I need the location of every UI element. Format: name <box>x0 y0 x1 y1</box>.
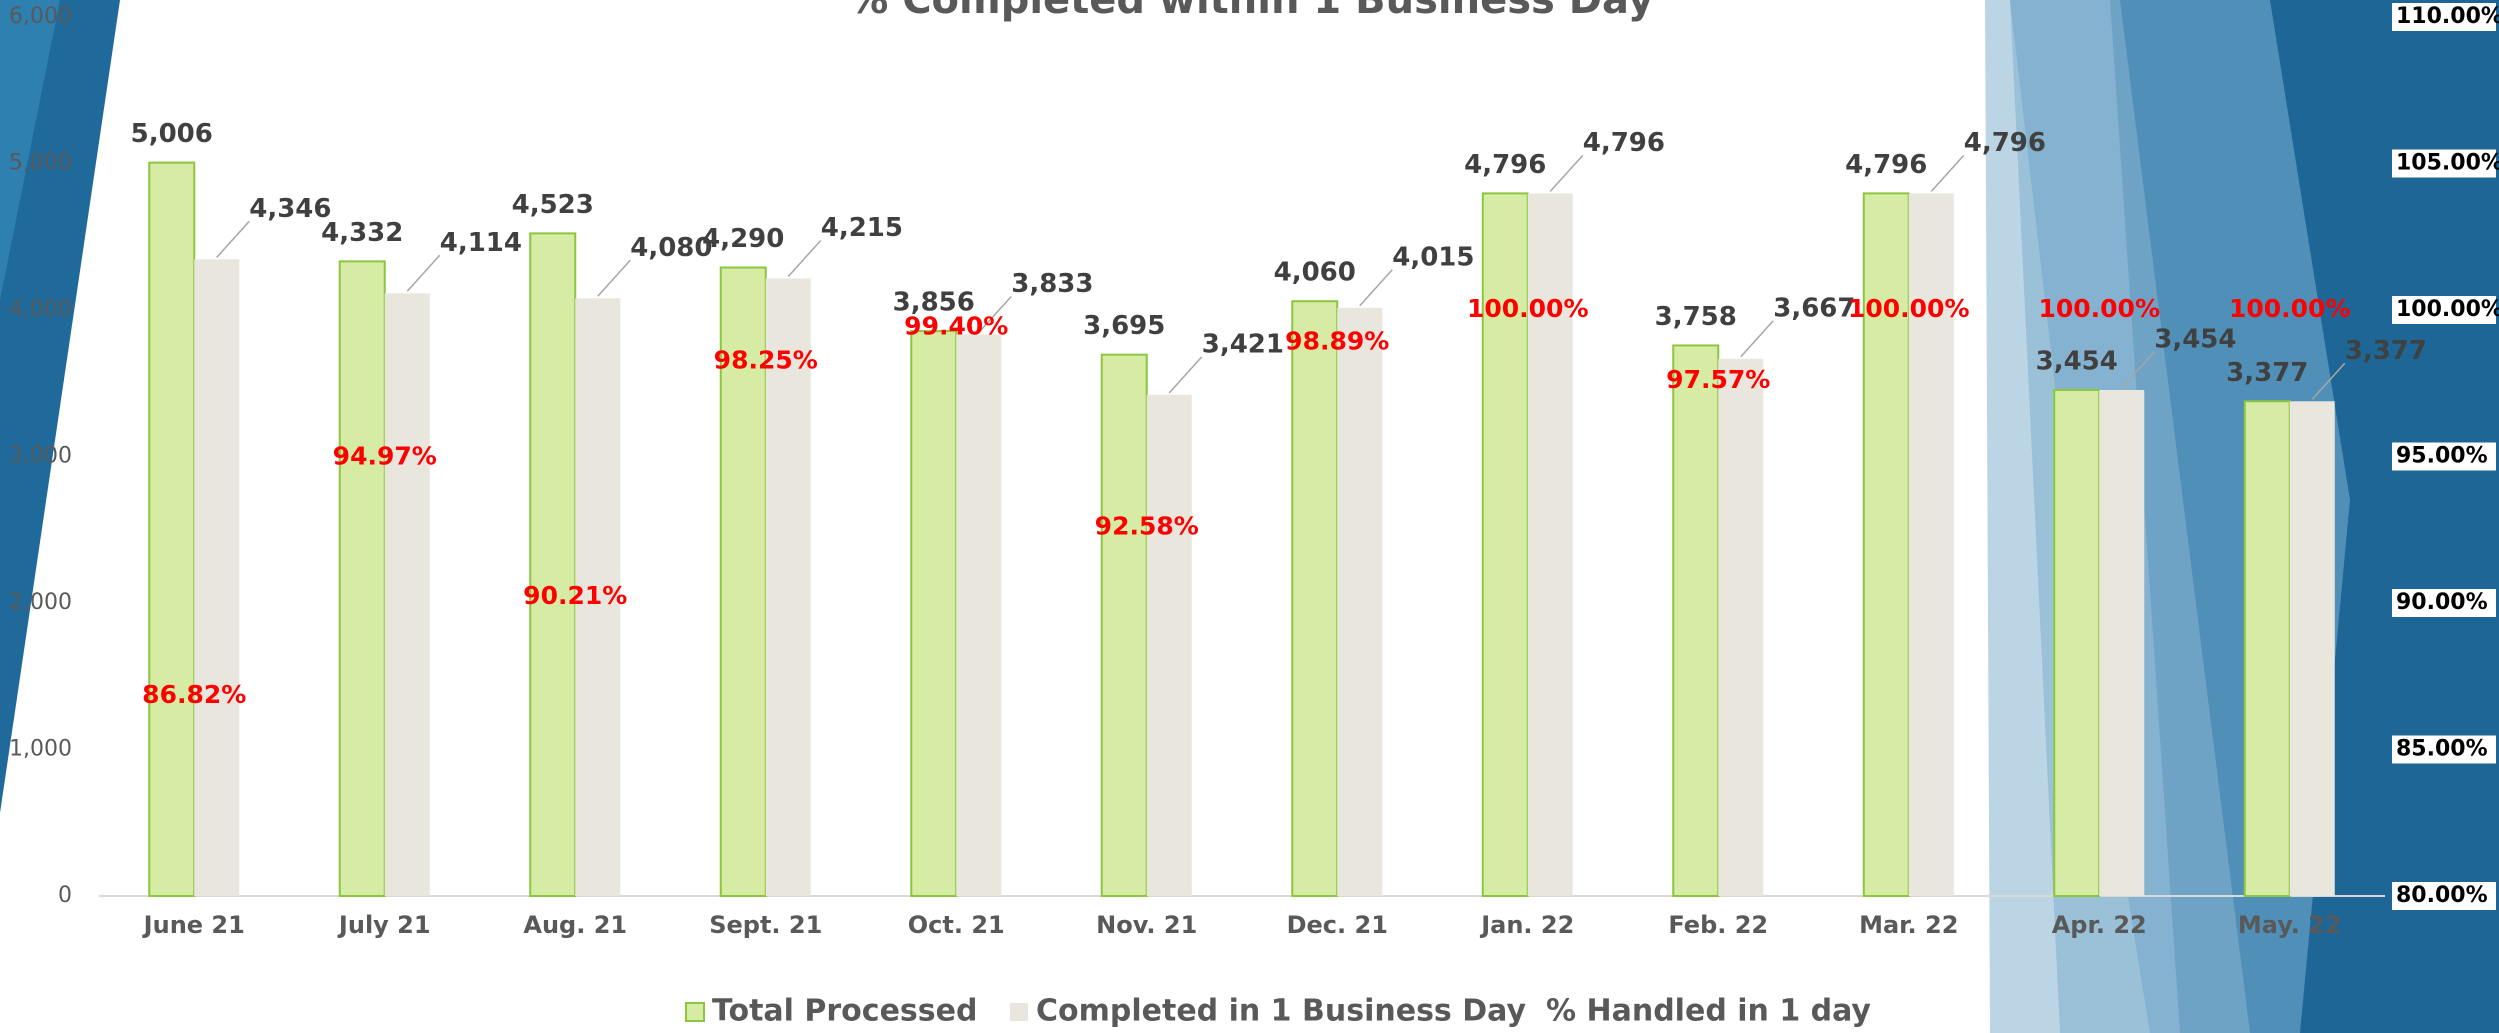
x-tick-label: Mar. 22 <box>1859 911 1958 939</box>
percent-label: 97.57% <box>1666 365 1770 394</box>
x-tick-label: Oct. 21 <box>908 911 1005 939</box>
bar-total <box>1673 345 1718 896</box>
percent-label: 86.82% <box>142 680 246 709</box>
y-tick-label: 5,000 <box>9 151 72 176</box>
leader-line <box>1931 155 1964 191</box>
percent-label: 100.00% <box>2038 294 2160 323</box>
legend-label: % Handled in 1 day <box>1546 994 1871 1029</box>
leader-line <box>598 260 631 296</box>
percent-label: 100.00% <box>1467 294 1589 323</box>
legend-swatch <box>1010 1003 1028 1021</box>
y2-tick-label: 85.00% <box>2396 737 2488 762</box>
bar-completed <box>2099 390 2144 896</box>
legend-label: Total Processed <box>712 994 977 1029</box>
leader-line <box>1550 155 1583 191</box>
y2-tick-label: 95.00% <box>2396 444 2488 469</box>
percent-label: 92.58% <box>1095 511 1199 540</box>
percent-label: 98.89% <box>1285 327 1389 356</box>
legend-swatch <box>686 1003 704 1021</box>
x-tick-label: Apr. 22 <box>2052 911 2147 939</box>
y2-tick-label: 80.00% <box>2396 883 2488 908</box>
y-tick-label: 1,000 <box>9 737 72 762</box>
x-tick-label: Aug. 21 <box>523 911 627 939</box>
value-label: 3,377 <box>2345 336 2427 366</box>
value-label: 4,015 <box>1392 242 1474 272</box>
y2-tick-label: 100.00% <box>2396 297 2499 322</box>
bar-completed <box>1718 359 1763 896</box>
y-tick-label: 2,000 <box>9 590 72 615</box>
bar-completed <box>1147 395 1192 896</box>
bar-total <box>911 331 956 896</box>
x-tick-label: Feb. 22 <box>1668 911 1768 939</box>
value-label: 4,060 <box>1274 258 1356 288</box>
value-label: 3,377 <box>2226 358 2308 388</box>
bar-completed <box>385 293 430 896</box>
value-label: 3,454 <box>2036 346 2118 376</box>
x-tick-label: May. 22 <box>2238 911 2342 939</box>
y2-tick-label: 90.00% <box>2396 590 2488 615</box>
bar-total <box>1292 301 1337 896</box>
bar-total <box>2245 401 2290 896</box>
value-label: 4,080 <box>630 233 712 263</box>
value-label: 4,796 <box>1583 128 1665 158</box>
bar-completed <box>194 259 239 896</box>
y-tick-label: 0 <box>58 883 72 908</box>
value-label: 3,454 <box>2154 324 2236 354</box>
bar-completed <box>2290 401 2335 896</box>
value-label: 4,796 <box>1464 150 1546 180</box>
bar-completed <box>956 334 1001 896</box>
bar-total <box>2054 390 2099 896</box>
chart: % Completed within 1 Business Day 0 1,000… <box>0 0 2499 1033</box>
x-tick-label: July 21 <box>337 911 431 939</box>
bar-total <box>340 261 385 896</box>
y-tick-label: 3,000 <box>9 444 72 469</box>
legend-label: Completed in 1 Business Day <box>1036 994 1526 1029</box>
value-label: 3,667 <box>1773 293 1855 323</box>
y-tick-label: 4,000 <box>9 297 72 322</box>
leader-line <box>788 241 821 277</box>
bar-completed <box>1337 308 1382 896</box>
value-label: 5,006 <box>131 119 213 149</box>
x-tick-label: June 21 <box>142 911 245 939</box>
value-label: 3,833 <box>1011 269 1093 299</box>
value-label: 4,215 <box>821 213 903 243</box>
percent-label: 90.21% <box>523 581 627 610</box>
percent-label: 100.00% <box>2229 294 2351 323</box>
leader-line <box>1169 357 1202 393</box>
leader-line <box>407 255 440 291</box>
y2-tick-label: 110.00% <box>2396 4 2499 29</box>
y-tick-label: 6,000 <box>9 4 72 29</box>
value-label: 4,114 <box>440 228 522 258</box>
leader-line <box>1360 270 1393 306</box>
bar-total <box>149 163 194 896</box>
value-label: 4,346 <box>249 194 331 224</box>
percent-label: 99.40% <box>904 312 1008 341</box>
x-tick-label: Sept. 21 <box>709 911 822 939</box>
percent-label: 94.97% <box>333 441 437 470</box>
value-label: 3,758 <box>1655 302 1737 332</box>
value-label: 4,796 <box>1845 150 1927 180</box>
chart-title: % Completed within 1 Business Day <box>848 0 1654 23</box>
percent-label: 98.25% <box>714 345 818 374</box>
value-label: 4,332 <box>321 218 403 248</box>
bar-total <box>530 233 575 896</box>
y2-tick-label: 105.00% <box>2396 151 2499 176</box>
x-tick-label: Nov. 21 <box>1096 911 1197 939</box>
value-label: 4,290 <box>702 224 784 254</box>
value-label: 3,421 <box>1202 329 1284 359</box>
value-label: 4,523 <box>512 190 594 220</box>
percent-label: 100.00% <box>1848 294 1970 323</box>
leader-line <box>217 221 250 257</box>
x-tick-label: Dec. 21 <box>1287 911 1388 939</box>
x-tick-label: Jan. 22 <box>1479 911 1574 939</box>
leader-line <box>1741 321 1774 357</box>
value-label: 3,695 <box>1083 311 1165 341</box>
bar-total <box>1102 355 1147 896</box>
value-label: 4,796 <box>1964 128 2046 158</box>
